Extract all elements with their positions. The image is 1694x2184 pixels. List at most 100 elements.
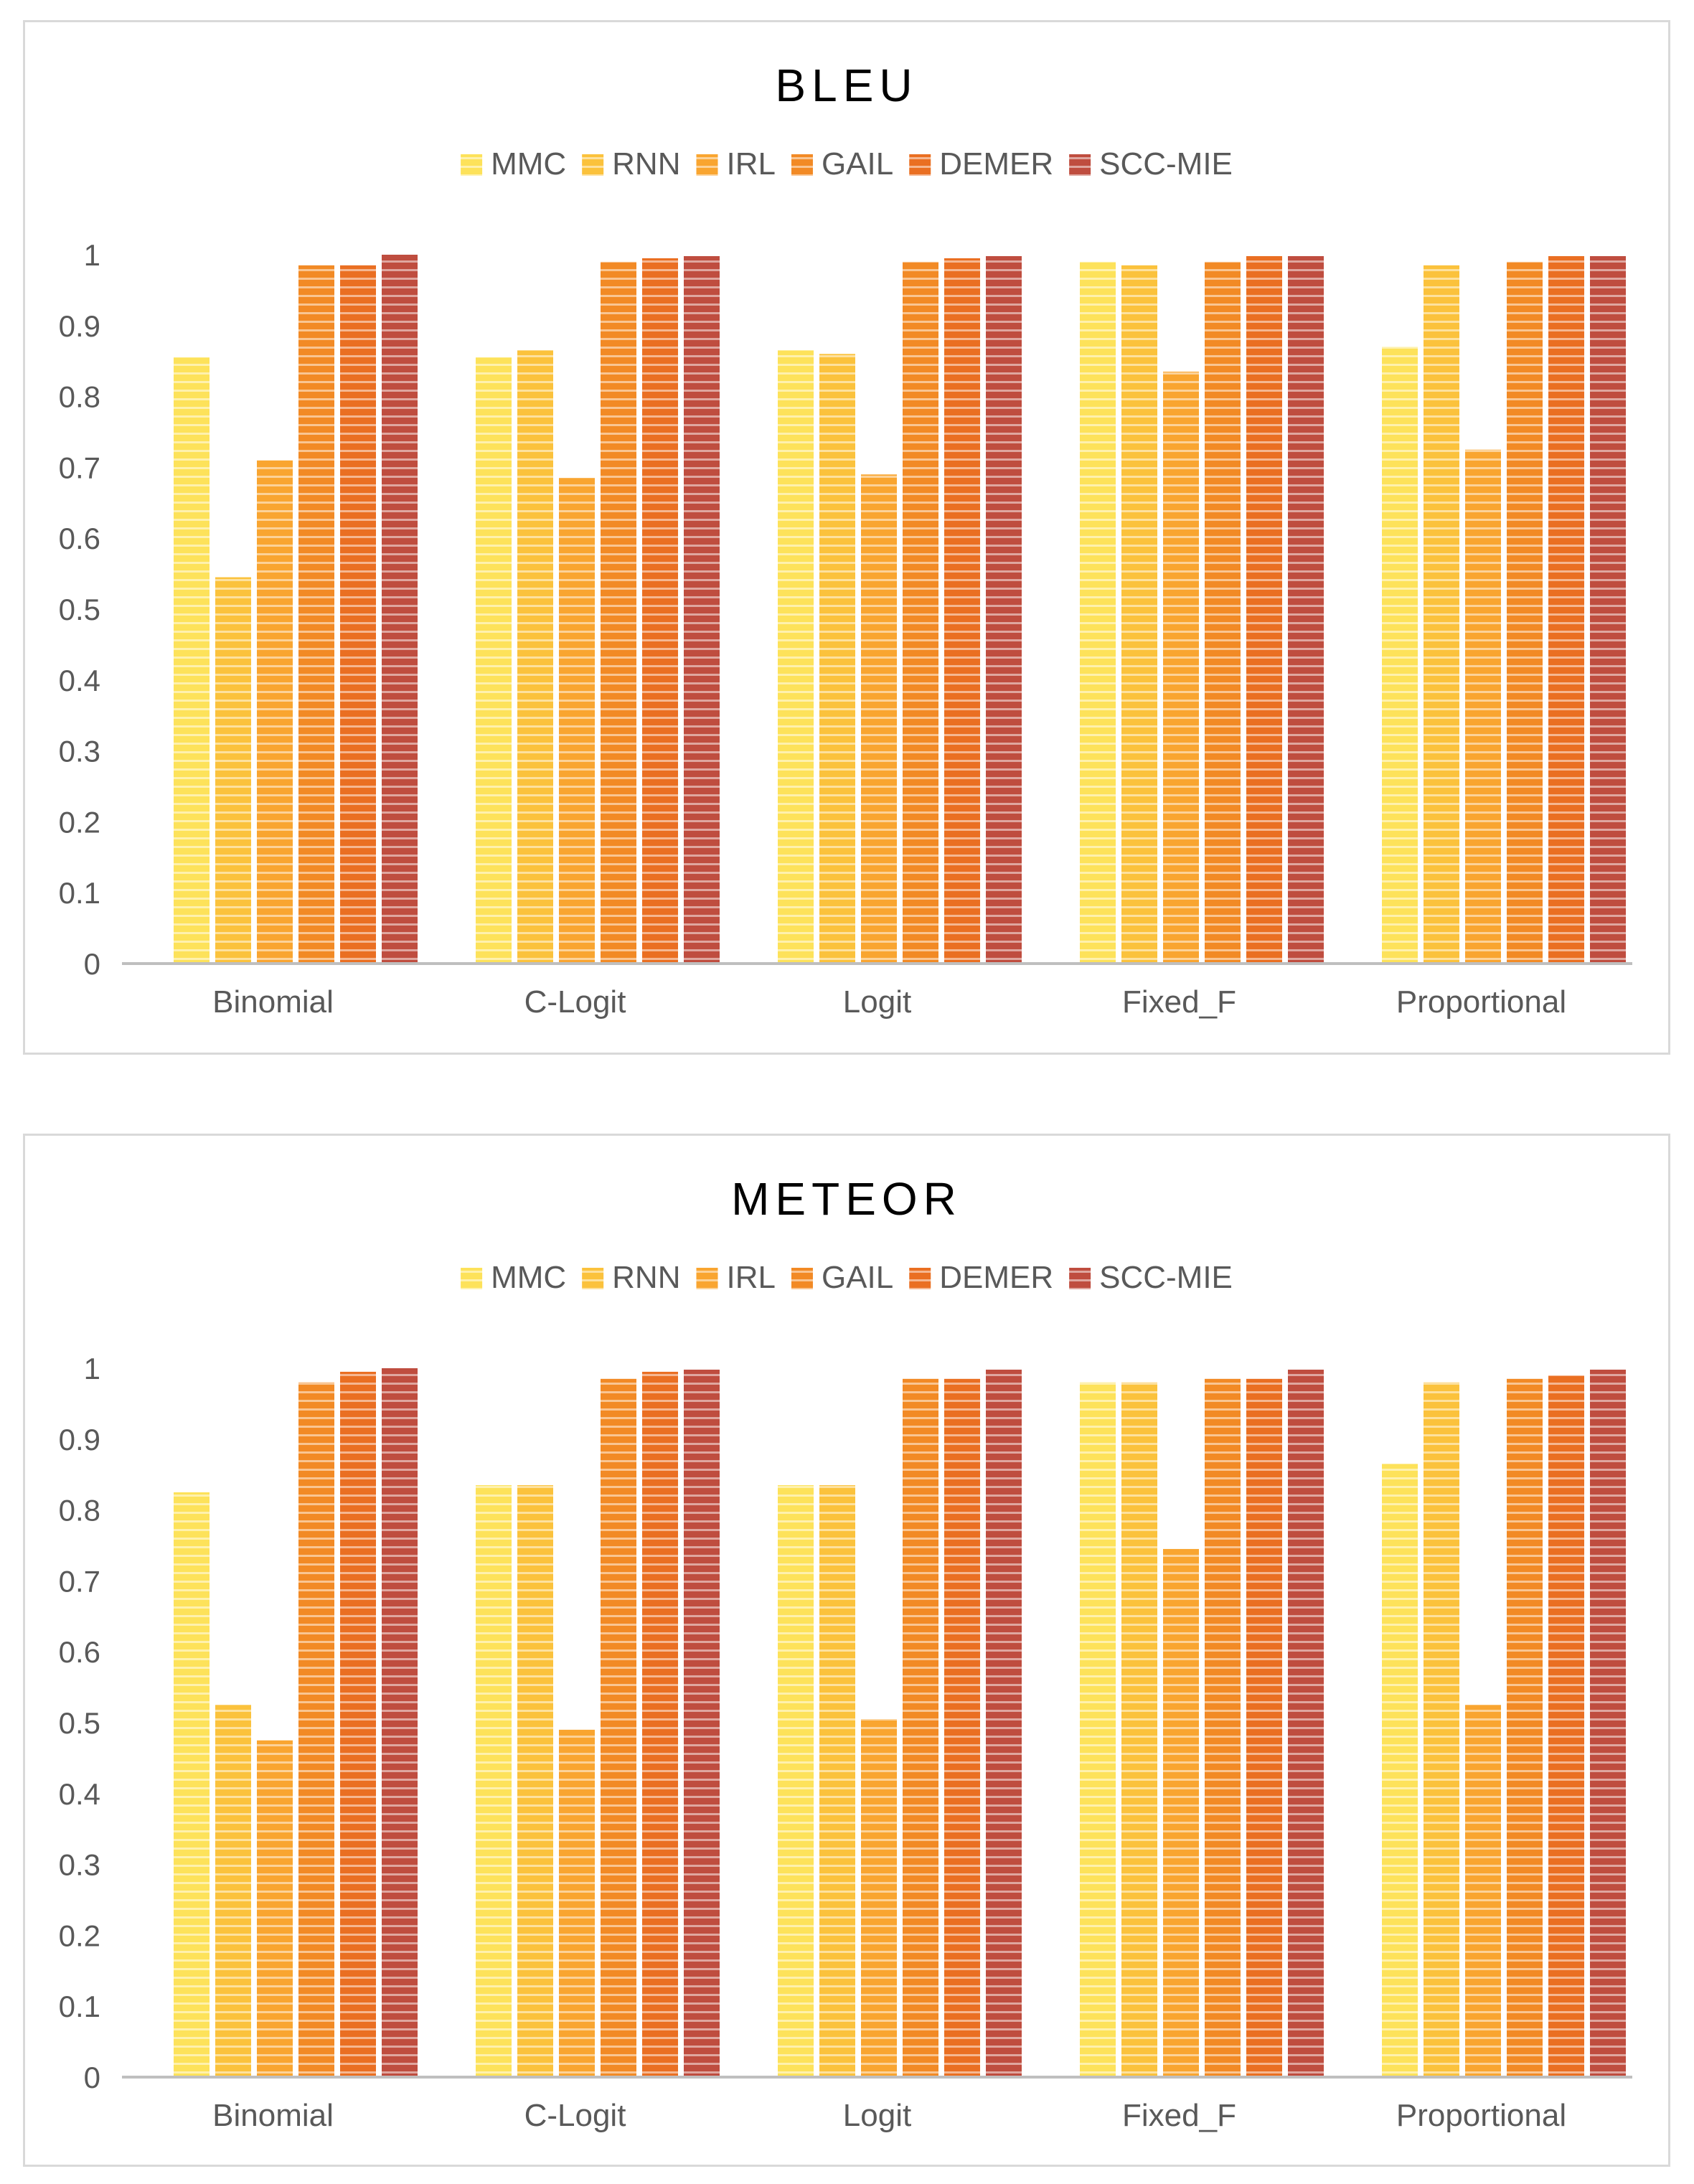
meteor-ytick-label: 0 — [84, 2061, 100, 2094]
bleu-bar-c-logit-mmc — [476, 357, 512, 964]
meteor-bar-fixed-f-scc-mie — [1288, 1369, 1324, 2077]
legend-label-mmc: MMC — [491, 146, 566, 182]
bleu-ytick-label: 0.4 — [59, 664, 100, 697]
bleu-bar-fixed-f-irl — [1163, 372, 1199, 964]
meteor-xtick-label-logit: Logit — [843, 2098, 911, 2133]
legend-swatch-irl — [696, 154, 718, 176]
bleu-bar-proportional-irl — [1465, 449, 1501, 964]
meteor-bar-binomial-irl — [257, 1740, 293, 2077]
meteor-bar-logit-demer — [944, 1378, 980, 2077]
bleu-bar-logit-mmc — [778, 350, 814, 964]
bleu-bar-binomial-mmc — [174, 357, 210, 964]
legend-label-irl: IRL — [726, 146, 775, 182]
bleu-bar-logit-rnn — [819, 354, 855, 964]
legend-swatch-gail — [791, 154, 813, 176]
meteor-bar-fixed-f-mmc — [1080, 1382, 1116, 2077]
meteor-bar-fixed-f-gail — [1205, 1378, 1241, 2077]
meteor-bar-proportional-mmc — [1382, 1464, 1418, 2077]
bleu-bar-binomial-irl — [257, 460, 293, 964]
meteor-bar-c-logit-gail — [601, 1378, 636, 2077]
meteor-bar-logit-rnn — [819, 1485, 855, 2077]
meteor-bar-proportional-scc-mie — [1590, 1369, 1626, 2077]
meteor-ytick-label: 0.3 — [59, 1848, 100, 1882]
bleu-bar-binomial-gail — [298, 265, 334, 964]
legend-swatch-rnn — [582, 154, 604, 176]
bleu-bar-proportional-rnn — [1424, 265, 1459, 964]
meteor-ytick-label: 0.5 — [59, 1706, 100, 1740]
bleu-bar-c-logit-gail — [601, 261, 636, 964]
legend-label-gail: GAIL — [822, 1260, 893, 1295]
bleu-xtick-label-proportional: Proportional — [1396, 984, 1566, 1020]
meteor-bar-logit-irl — [861, 1719, 897, 2077]
legend-swatch-demer — [909, 1268, 931, 1289]
bleu-bar-binomial-demer — [340, 265, 376, 964]
bleu-chart-panel: BLEU MMC RNN IRL GAIL DEMER SCC-MIE 0 0.1 0.2 0.3 0… — [23, 20, 1670, 1055]
bleu-ytick-label: 0.7 — [59, 451, 100, 484]
meteor-ytick-label: 0.4 — [59, 1777, 100, 1811]
meteor-bar-c-logit-irl — [559, 1729, 595, 2077]
bleu-bar-fixed-f-demer — [1246, 255, 1282, 964]
legend-swatch-rnn — [582, 1268, 604, 1289]
meteor-bar-c-logit-mmc — [476, 1485, 512, 2077]
meteor-bar-fixed-f-irl — [1163, 1548, 1199, 2077]
legend-swatch-irl — [696, 1268, 718, 1289]
bleu-ytick-label: 1 — [84, 238, 100, 272]
meteor-bar-fixed-f-demer — [1246, 1378, 1282, 2077]
bleu-chart: BLEU MMC RNN IRL GAIL DEMER SCC-MIE 0 0.1 0.2 0.3 0… — [59, 60, 1632, 1020]
meteor-bar-binomial-scc-mie — [382, 1368, 418, 2077]
legend-swatch-mmc — [461, 1268, 483, 1289]
bleu-ytick-label: 0 — [84, 947, 100, 981]
bleu-xtick-label-fixed-f: Fixed_F — [1122, 984, 1236, 1020]
meteor-chart-title: METEOR — [731, 1173, 962, 1225]
bleu-bar-binomial-scc-mie — [382, 255, 418, 964]
meteor-chart-panel: METEOR MMC RNN IRL GAIL DEMER SCC-MIE 0 0.1 0.2 0.… — [23, 1134, 1670, 2167]
bleu-ytick-label: 0.8 — [59, 380, 100, 414]
meteor-bar-proportional-gail — [1507, 1378, 1543, 2077]
bleu-bar-proportional-mmc — [1382, 347, 1418, 964]
meteor-xtick-label-fixed-f: Fixed_F — [1122, 2098, 1236, 2133]
meteor-bar-logit-gail — [903, 1378, 938, 2077]
meteor-bar-proportional-demer — [1548, 1375, 1584, 2077]
bleu-bar-logit-irl — [861, 474, 897, 964]
meteor-ytick-label: 0.7 — [59, 1564, 100, 1598]
meteor-chart: METEOR MMC RNN IRL GAIL DEMER SCC-MIE 0 0.1 0.2 0.… — [59, 1173, 1632, 2133]
bleu-xtick-label-c-logit: C-Logit — [524, 984, 626, 1020]
legend-label-demer: DEMER — [939, 146, 1053, 182]
bleu-bar-proportional-gail — [1507, 261, 1543, 964]
meteor-bar-binomial-demer — [340, 1371, 376, 2077]
legend-swatch-scc-mie — [1069, 154, 1091, 176]
bleu-bar-fixed-f-scc-mie — [1288, 255, 1324, 964]
meteor-xtick-label-c-logit: C-Logit — [524, 2098, 626, 2133]
legend-label-gail: GAIL — [822, 146, 893, 182]
legend-label-demer: DEMER — [939, 1260, 1053, 1295]
bleu-ytick-label: 0.1 — [59, 876, 100, 910]
meteor-bar-binomial-gail — [298, 1382, 334, 2077]
legend-label-rnn: RNN — [612, 146, 680, 182]
bleu-ytick-label: 0.2 — [59, 805, 100, 839]
legend-swatch-mmc — [461, 154, 483, 176]
bleu-bar-c-logit-rnn — [517, 350, 553, 964]
meteor-bar-binomial-rnn — [215, 1705, 251, 2077]
meteor-ytick-label: 0.6 — [59, 1635, 100, 1669]
meteor-bar-c-logit-demer — [642, 1371, 678, 2077]
bleu-bar-fixed-f-gail — [1205, 261, 1241, 964]
bleu-legend: MMC RNN IRL GAIL DEMER SCC-MIE — [461, 146, 1233, 182]
bleu-bar-c-logit-demer — [642, 258, 678, 964]
legend-label-irl: IRL — [726, 1260, 775, 1295]
meteor-ytick-label: 0.1 — [59, 1990, 100, 2023]
meteor-bar-proportional-rnn — [1424, 1382, 1459, 2077]
bleu-bar-proportional-demer — [1548, 255, 1584, 964]
meteor-legend: MMC RNN IRL GAIL DEMER SCC-MIE — [461, 1260, 1233, 1295]
bleu-bar-c-logit-irl — [559, 478, 595, 964]
meteor-bar-logit-mmc — [778, 1485, 814, 2077]
meteor-bar-c-logit-rnn — [517, 1485, 553, 2077]
legend-label-mmc: MMC — [491, 1260, 566, 1295]
bleu-bar-logit-gail — [903, 261, 938, 964]
legend-label-scc-mie: SCC-MIE — [1099, 146, 1233, 182]
meteor-bar-proportional-irl — [1465, 1705, 1501, 2077]
meteor-bar-c-logit-scc-mie — [684, 1369, 720, 2077]
meteor-bar-binomial-mmc — [174, 1492, 210, 2077]
bleu-ytick-label: 0.6 — [59, 522, 100, 555]
bleu-bar-binomial-rnn — [215, 577, 251, 964]
bleu-bar-fixed-f-mmc — [1080, 261, 1116, 964]
